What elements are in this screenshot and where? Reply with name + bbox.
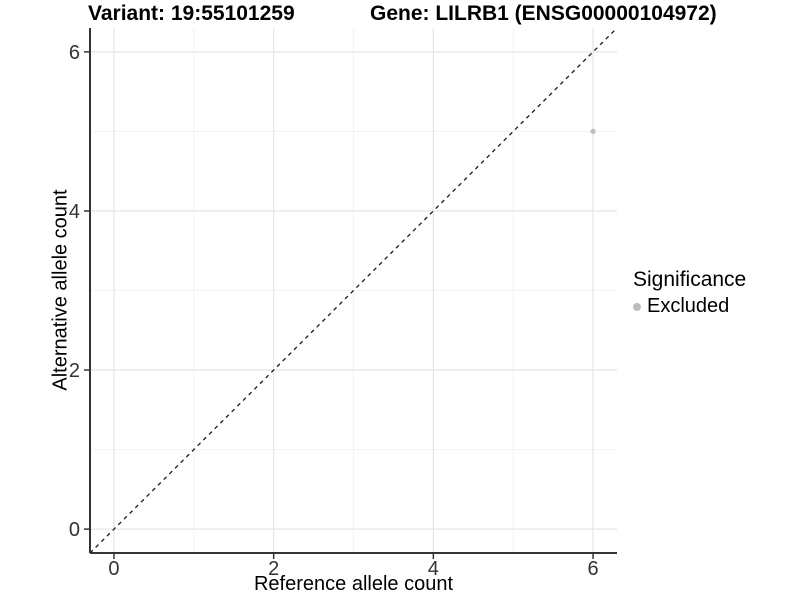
gene-title: Gene: LILRB1 (ENSG00000104972) (370, 2, 717, 25)
legend: Significance Excluded (633, 268, 746, 318)
y-tick-label: 4 (69, 201, 80, 223)
legend-item-label: Excluded (647, 295, 730, 317)
x-tick-label: 0 (108, 558, 119, 580)
y-tick-label: 0 (69, 519, 80, 541)
y-tick-label: 6 (69, 42, 80, 64)
x-tick-label: 4 (428, 558, 439, 580)
legend-title: Significance (633, 268, 747, 291)
variant-title: Variant: 19:55101259 (88, 2, 295, 25)
legend-item-excluded: Excluded (633, 295, 746, 318)
x-tick-label: 6 (587, 558, 598, 580)
x-tick-label: 2 (268, 558, 279, 580)
y-tick-label: 2 (69, 360, 80, 382)
y-axis-label: Alternative allele count (49, 189, 72, 391)
x-axis-label: Reference allele count (253, 573, 453, 595)
identity-reference-line (89, 27, 618, 554)
data-point (590, 128, 596, 135)
excluded-point-marker-icon (633, 302, 641, 311)
